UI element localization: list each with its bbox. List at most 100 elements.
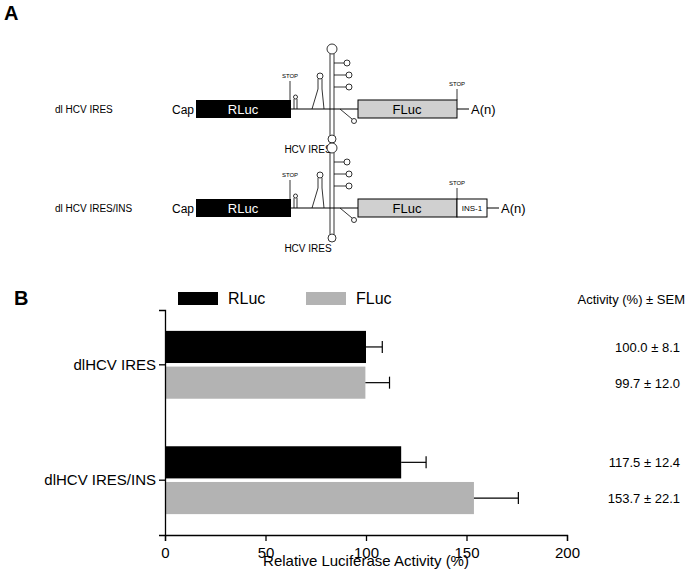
legend-label: RLuc — [228, 290, 265, 307]
value-label: 117.5 ± 12.4 — [609, 455, 680, 470]
ires-loop — [327, 44, 337, 54]
panel-b: 050100150200Relative Luciferase Activity… — [44, 290, 685, 569]
y-tick-mark — [159, 364, 165, 365]
y-tick-label: dlHCV IRES/INS — [44, 471, 156, 488]
legend: RLuc FLuc — [178, 290, 392, 307]
ires-loop — [327, 143, 337, 153]
bar — [165, 367, 365, 399]
legend-label: FLuc — [356, 290, 392, 307]
cap-label: Cap — [172, 103, 194, 117]
stop-marker — [290, 81, 291, 100]
error-bar-cap — [518, 492, 519, 504]
ires-label: HCV IRES — [284, 144, 332, 155]
rluc-label: RLuc — [228, 102, 259, 117]
x-tick-mark — [567, 535, 568, 541]
error-bar — [474, 492, 518, 504]
x-axis-line — [166, 536, 568, 542]
construct-name: dl HCV IRES/INS — [55, 203, 133, 214]
y-axis: dlHCV IRES dlHCV IRES/INS — [44, 311, 165, 536]
hairpin-loop — [294, 95, 298, 99]
x-tick: 200 — [555, 535, 580, 561]
polya-label: A(n) — [471, 102, 496, 117]
panel-label: B — [14, 287, 28, 309]
error-bar-stem — [401, 462, 426, 463]
stop-label: STOP — [449, 81, 465, 87]
ires-loop — [346, 84, 352, 90]
stop-label: STOP — [449, 180, 465, 186]
value-column-title: Activity (%) ± SEM — [577, 292, 685, 307]
bars — [165, 331, 518, 514]
x-tick: 0 — [161, 535, 169, 561]
panel-a: dl HCV IRES Cap RLuc STOP HCV IRES FLuc STOP A(… — [55, 44, 526, 254]
figure: A Bdl HCV IRES Cap RLuc STOP HCV IRES FLuc STOP… — [0, 0, 689, 570]
rluc-box — [196, 100, 291, 118]
ires-stems — [312, 153, 352, 234]
ires-loop — [346, 183, 352, 189]
insert-label: INS-1 — [462, 204, 483, 213]
error-bar-cap — [382, 341, 383, 353]
construct: dl HCV IRES/INS Cap RLuc STOP HCV IRES FLuc ST… — [55, 143, 526, 254]
insert-box — [457, 199, 487, 217]
ires-loop — [328, 234, 336, 242]
ires-loop — [352, 218, 357, 223]
error-bar-stem — [474, 497, 518, 498]
rna-line — [487, 208, 499, 209]
panel-label: A — [4, 2, 18, 24]
error-bar-cap — [389, 377, 390, 389]
x-tick-label: 200 — [555, 544, 580, 561]
fluc-box — [358, 199, 457, 217]
rluc-box — [196, 199, 291, 217]
y-tick-label: dlHCV IRES — [73, 356, 156, 373]
rluc-label: RLuc — [228, 201, 259, 216]
rna-line — [291, 109, 358, 110]
error-bar-cap — [425, 456, 426, 468]
fluc-box — [358, 100, 457, 118]
bar — [165, 331, 366, 363]
ires-structure — [312, 143, 357, 242]
ires-label: HCV IRES — [284, 243, 332, 254]
polya-label: A(n) — [501, 201, 526, 216]
ires-loop — [344, 60, 350, 66]
stop-marker — [290, 180, 291, 199]
hairpin — [294, 198, 297, 208]
x-tick-mark — [366, 535, 367, 541]
legend-swatch — [306, 292, 346, 305]
value-label: 100.0 ± 8.1 — [615, 340, 680, 355]
ires-loop — [352, 119, 357, 124]
x-tick-mark — [466, 535, 467, 541]
stop-marker — [457, 188, 458, 199]
stop-marker — [457, 89, 458, 100]
legend-swatch — [178, 292, 218, 305]
value-label: 99.7 ± 12.0 — [615, 376, 680, 391]
error-bar-stem — [366, 346, 382, 347]
x-axis-title: Relative Luciferase Activity (%) — [263, 552, 469, 569]
error-bar — [365, 377, 389, 389]
bar — [165, 482, 474, 514]
ires-loop — [317, 172, 323, 178]
fluc-label: FLuc — [393, 201, 422, 216]
hairpin-loop — [294, 194, 298, 198]
y-axis-line — [159, 311, 166, 536]
stop-label: STOP — [282, 73, 298, 79]
hairpin — [294, 99, 297, 109]
ires-loop — [346, 72, 352, 78]
y-tick-mark — [159, 480, 165, 481]
ires-stems — [312, 54, 352, 135]
error-bar — [401, 456, 426, 468]
fluc-label: FLuc — [393, 102, 422, 117]
stop-label: STOP — [282, 172, 298, 178]
y-tick: dlHCV IRES — [73, 356, 165, 373]
cap-label: Cap — [172, 202, 194, 216]
ires-loop — [346, 171, 352, 177]
rna-line — [457, 109, 469, 110]
error-bar-stem — [365, 382, 389, 383]
x-tick-label: 0 — [161, 544, 169, 561]
ires-loop — [317, 73, 323, 79]
bar — [165, 446, 401, 478]
y-tick: dlHCV IRES/INS — [44, 471, 165, 488]
value-label: 153.7 ± 22.1 — [608, 491, 680, 506]
construct-name: dl HCV IRES — [55, 104, 113, 115]
ires-structure — [312, 44, 357, 143]
construct: dl HCV IRES Cap RLuc STOP HCV IRES FLuc STOP A(… — [55, 44, 496, 155]
ires-loop — [344, 159, 350, 165]
